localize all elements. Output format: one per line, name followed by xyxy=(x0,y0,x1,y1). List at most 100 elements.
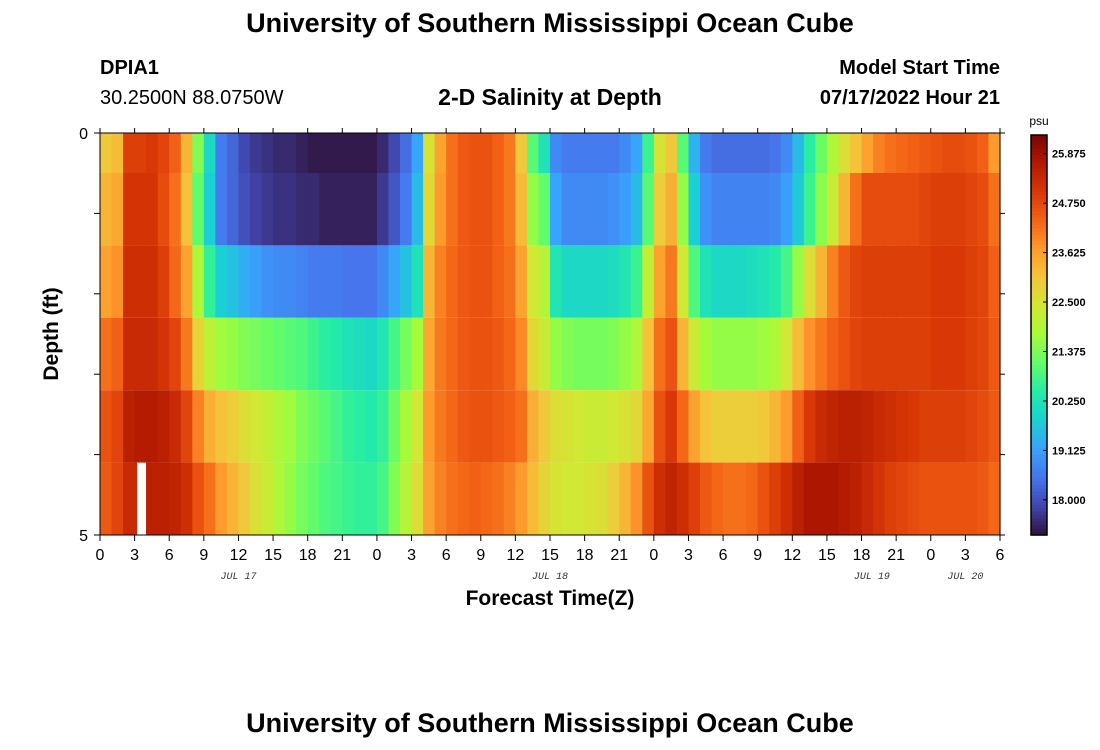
heatmap-cell xyxy=(319,462,332,535)
heatmap-cell xyxy=(711,173,724,246)
colorbar-segment xyxy=(1031,135,1047,139)
heatmap-cell xyxy=(469,173,482,246)
heatmap-cell xyxy=(192,390,205,463)
colorbar-segment xyxy=(1031,148,1047,153)
heatmap-cell xyxy=(411,173,424,246)
colorbar-segment xyxy=(1031,385,1047,389)
heatmap-cell xyxy=(769,390,782,463)
heatmap-cell xyxy=(480,390,493,463)
heatmap-cell xyxy=(226,317,240,391)
heatmap-cell xyxy=(250,390,263,463)
heatmap-cell xyxy=(526,462,540,535)
colorbar-segment xyxy=(1031,291,1047,296)
heatmap-cell xyxy=(411,390,424,463)
colorbar-segment xyxy=(1031,178,1047,183)
heatmap-cell xyxy=(988,245,1001,318)
heatmap-cell xyxy=(492,173,505,246)
heatmap-cell xyxy=(376,133,390,173)
heatmap-cell xyxy=(723,390,736,463)
heatmap-cell xyxy=(365,245,378,318)
colorbar-segment xyxy=(1031,525,1047,529)
heatmap-cell xyxy=(353,462,366,535)
heatmap-cell xyxy=(976,245,990,318)
heatmap-cell xyxy=(723,462,736,535)
heatmap-cell xyxy=(723,133,736,173)
heatmap-cell xyxy=(757,173,770,246)
heatmap-cell xyxy=(434,317,447,391)
heatmap-cell xyxy=(388,133,401,173)
colorbar-segment xyxy=(1031,288,1047,293)
colorbar-segment xyxy=(1031,191,1047,196)
heatmap-cell xyxy=(296,390,309,463)
colorbar-segment xyxy=(1031,208,1047,213)
heatmap-cell xyxy=(988,462,1001,535)
heatmap-cell xyxy=(942,317,955,391)
heatmap-cell xyxy=(238,390,251,463)
colorbar-segment xyxy=(1031,455,1047,459)
heatmap-cell xyxy=(896,462,909,535)
heatmap-cell xyxy=(342,317,355,391)
heatmap-cell xyxy=(457,462,470,535)
heatmap-cell xyxy=(457,245,470,318)
heatmap-cell xyxy=(261,390,274,463)
heatmap-cell xyxy=(711,317,724,391)
heatmap-cell xyxy=(538,245,551,318)
heatmap-cell xyxy=(769,133,782,173)
colorbar-segment xyxy=(1031,368,1047,373)
heatmap-cell xyxy=(665,462,678,535)
heatmap-cell xyxy=(434,462,447,535)
heatmap-cell xyxy=(307,245,320,318)
heatmap-cell xyxy=(250,245,263,318)
heatmap-cell xyxy=(146,317,159,391)
heatmap-cell xyxy=(642,462,655,535)
heatmap-cell xyxy=(676,390,690,463)
x-tick-label: 18 xyxy=(576,547,594,564)
date-label: JUL 19 xyxy=(854,572,890,583)
heatmap-cell xyxy=(423,390,436,463)
colorbar-segment xyxy=(1031,175,1047,179)
x-tick-label: 0 xyxy=(649,547,658,564)
heatmap-cell xyxy=(561,462,574,535)
heatmap-cell xyxy=(457,317,470,391)
heatmap-cell xyxy=(630,173,643,246)
date-label: JUL 17 xyxy=(220,572,256,583)
colorbar-segment xyxy=(1031,468,1047,473)
heatmap-cell xyxy=(826,390,840,463)
heatmap-cell xyxy=(630,390,643,463)
colorbar-segment xyxy=(1031,298,1047,303)
heatmap-cell xyxy=(538,462,551,535)
heatmap-cell xyxy=(688,462,701,535)
heatmap-cell xyxy=(123,462,136,535)
heatmap-cell xyxy=(123,390,136,463)
heatmap-cell xyxy=(653,317,666,391)
heatmap-cell xyxy=(953,317,966,391)
heatmap-cell xyxy=(688,173,701,246)
heatmap-cell xyxy=(907,173,920,246)
heatmap-cell xyxy=(665,390,678,463)
colorbar-segment xyxy=(1031,168,1047,173)
heatmap-cell xyxy=(526,245,540,318)
heatmap-cell xyxy=(850,245,863,318)
colorbar-segment xyxy=(1031,151,1047,156)
heatmap-cell xyxy=(526,317,540,391)
heatmap-cell xyxy=(111,390,124,463)
heatmap-cell xyxy=(884,173,897,246)
heatmap-cell xyxy=(446,317,459,391)
heatmap-cell xyxy=(307,317,320,391)
colorbar-segment xyxy=(1031,481,1047,486)
heatmap-cell xyxy=(676,462,690,535)
heatmap-cell xyxy=(642,245,655,318)
heatmap-cell xyxy=(815,317,828,391)
heatmap-cell xyxy=(134,317,147,391)
colorbar-segment xyxy=(1031,401,1047,406)
heatmap-cell xyxy=(942,245,955,318)
heatmap-cell xyxy=(896,173,909,246)
colorbar-segment xyxy=(1031,138,1047,143)
heatmap-cell xyxy=(434,173,447,246)
heatmap-cell xyxy=(607,317,620,391)
heatmap-cell xyxy=(411,462,424,535)
y-tick-label: 5 xyxy=(79,528,88,545)
heatmap-cell xyxy=(330,173,343,246)
heatmap-cell xyxy=(734,462,747,535)
colorbar-segment xyxy=(1031,465,1047,469)
